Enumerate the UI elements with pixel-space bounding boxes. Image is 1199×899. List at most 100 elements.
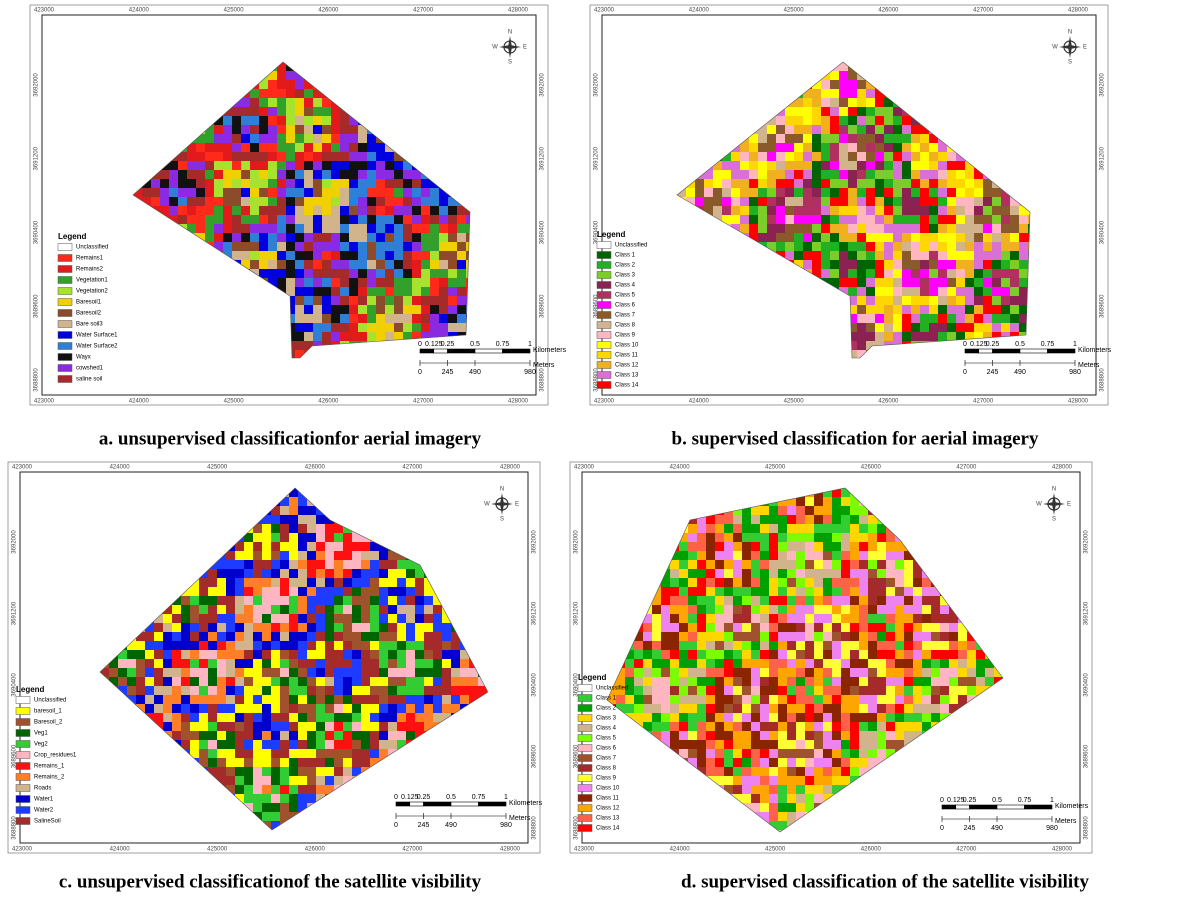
map-cell: [361, 731, 370, 740]
map-cell: [938, 251, 947, 260]
map-cell: [388, 632, 397, 641]
map-cell: [172, 713, 181, 722]
map-cell: [695, 188, 704, 197]
map-cell: [349, 224, 358, 233]
legend-title: Legend: [16, 685, 45, 694]
map-cell: [262, 704, 271, 713]
map-cell: [118, 677, 127, 686]
map-cell: [1001, 269, 1010, 278]
map-cell: [875, 296, 884, 305]
y-tick-label: 3691200: [1100, 146, 1106, 170]
map-cell: [340, 170, 349, 179]
map-cell: [277, 233, 286, 242]
legend-swatch: [597, 312, 611, 319]
map-cell: [715, 578, 724, 587]
map-cell: [742, 569, 751, 578]
map-cell: [830, 134, 839, 143]
map-cell: [394, 287, 403, 296]
map-cell: [349, 143, 358, 152]
map-cell: [841, 506, 850, 515]
map-cell: [298, 560, 307, 569]
map-cell: [136, 677, 145, 686]
map-cell: [433, 677, 442, 686]
map-cell: [457, 278, 466, 287]
map-cell: [190, 641, 199, 650]
map-cell: [805, 533, 814, 542]
map-cell: [313, 179, 322, 188]
legend-swatch: [58, 365, 72, 372]
map-cell: [839, 188, 848, 197]
map-cell: [1010, 314, 1019, 323]
map-cell: [280, 758, 289, 767]
map-cell: [277, 170, 286, 179]
map-cell: [749, 152, 758, 161]
map-cell: [271, 713, 280, 722]
map-cell: [929, 260, 938, 269]
map-cell: [830, 143, 839, 152]
map-cell: [715, 515, 724, 524]
map-cell: [325, 731, 334, 740]
map-cell: [965, 242, 974, 251]
map-cell: [271, 605, 280, 614]
map-cell: [298, 650, 307, 659]
map-cell: [358, 296, 367, 305]
map-cell: [235, 632, 244, 641]
map-cell: [929, 296, 938, 305]
map-cell: [109, 668, 118, 677]
x-tick-label: 426000: [878, 399, 899, 405]
map-cell: [929, 242, 938, 251]
map-cell: [857, 152, 866, 161]
legend-swatch: [597, 332, 611, 339]
x-tick-label: 424000: [689, 399, 710, 405]
map-cell: [394, 161, 403, 170]
map-cell: [154, 686, 163, 695]
legend-label: Water2: [34, 808, 54, 814]
map-cell: [190, 587, 199, 596]
map-cell: [244, 650, 253, 659]
map-cell: [262, 740, 271, 749]
map-cell: [187, 179, 196, 188]
map-cell: [724, 515, 733, 524]
map-cell: [277, 143, 286, 152]
compass-letter: N: [508, 30, 512, 36]
map-cell: [749, 188, 758, 197]
legend-swatch: [58, 332, 72, 339]
map-cell: [929, 233, 938, 242]
map-cell: [376, 314, 385, 323]
y-tick-label: 3688800: [540, 368, 546, 392]
map-cell: [268, 206, 277, 215]
compass-letter: E: [515, 502, 519, 508]
map-cell: [424, 668, 433, 677]
map-cell: [325, 686, 334, 695]
legend-label: Class 6: [615, 303, 636, 309]
scale-km-label: 0.75: [472, 794, 486, 801]
map-cell: [298, 515, 307, 524]
map-cell: [322, 305, 331, 314]
compass-letter: W: [484, 502, 490, 508]
map-cell: [226, 560, 235, 569]
map-cell: [421, 215, 430, 224]
map-cell: [316, 641, 325, 650]
map-cell: [349, 233, 358, 242]
map-cell: [286, 98, 295, 107]
map-cell: [875, 224, 884, 233]
map-cell: [929, 251, 938, 260]
map-cell: [316, 524, 325, 533]
map-cell: [731, 170, 740, 179]
x-tick-label: 424000: [110, 847, 131, 853]
map-cell: [277, 152, 286, 161]
map-cell: [740, 179, 749, 188]
map-cell: [839, 143, 848, 152]
map-cell: [208, 686, 217, 695]
map-cell: [920, 332, 929, 341]
map-cell: [316, 704, 325, 713]
map-cell: [877, 578, 886, 587]
map-cell: [740, 197, 749, 206]
scale-m-label: 980: [524, 369, 536, 376]
map-cell: [304, 206, 313, 215]
map-cell: [868, 533, 877, 542]
map-cell: [199, 587, 208, 596]
map-cell: [343, 587, 352, 596]
map-cell: [767, 170, 776, 179]
map-cell: [893, 269, 902, 278]
